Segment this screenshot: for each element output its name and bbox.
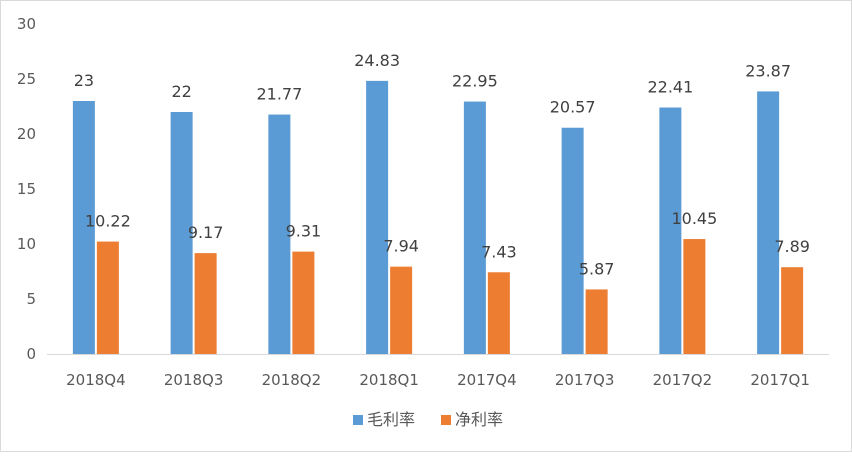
x-tick-label: 2017Q3 xyxy=(555,371,615,389)
y-tick-label: 30 xyxy=(17,15,36,33)
bar xyxy=(757,91,780,355)
data-label: 7.89 xyxy=(774,237,810,256)
legend-label: 毛利率 xyxy=(367,410,415,429)
legend-swatch xyxy=(441,415,451,425)
data-label: 22 xyxy=(171,82,191,101)
x-tick-label: 2017Q1 xyxy=(750,371,810,389)
y-tick-label: 20 xyxy=(17,125,36,143)
data-label: 21.77 xyxy=(256,85,302,104)
y-tick-label: 25 xyxy=(17,70,36,88)
y-axis: 0 5 10 15 20 25 30 xyxy=(17,15,36,363)
bars: 23 22 21.77 24.83 22.95 20.57 22.41 23.87 10.22 9… xyxy=(72,51,810,355)
data-label: 23 xyxy=(74,71,94,90)
series-2: 10.22 9.17 9.31 7.94 7.43 5.87 10.45 7.89 xyxy=(85,209,810,354)
data-label: 5.87 xyxy=(579,259,615,278)
bar xyxy=(366,80,389,355)
data-label: 20.57 xyxy=(550,98,596,117)
data-label: 7.43 xyxy=(481,242,517,261)
bar xyxy=(781,267,804,354)
bar xyxy=(463,101,486,354)
x-tick-label: 2017Q4 xyxy=(457,371,517,389)
bar xyxy=(268,114,291,354)
data-label: 10.22 xyxy=(85,212,131,231)
series-1: 23 22 21.77 24.83 22.95 20.57 22.41 23.87 xyxy=(72,51,791,355)
bar xyxy=(96,241,119,354)
bar xyxy=(659,107,682,355)
legend-swatch xyxy=(353,415,363,425)
bar xyxy=(194,253,217,354)
bar xyxy=(170,112,193,354)
legend: 毛利率 净利率 xyxy=(353,410,503,429)
bar xyxy=(390,266,413,354)
legend-label: 净利率 xyxy=(455,410,503,429)
data-label: 10.45 xyxy=(671,209,717,228)
bar xyxy=(683,239,706,354)
bar xyxy=(292,251,315,354)
bar xyxy=(585,289,608,354)
data-label: 23.87 xyxy=(745,61,791,80)
x-tick-label: 2018Q4 xyxy=(66,371,126,389)
bar xyxy=(487,272,510,354)
y-tick-label: 10 xyxy=(17,235,36,253)
data-label: 24.83 xyxy=(354,51,400,70)
data-label: 7.94 xyxy=(383,237,419,256)
data-label: 9.17 xyxy=(188,223,224,242)
y-tick-label: 15 xyxy=(17,180,36,198)
x-tick-label: 2018Q2 xyxy=(262,371,322,389)
y-tick-label: 0 xyxy=(26,345,36,363)
data-label: 22.95 xyxy=(452,72,498,91)
x-tick-label: 2017Q2 xyxy=(653,371,713,389)
bar xyxy=(561,127,584,354)
x-tick-label: 2018Q3 xyxy=(164,371,224,389)
x-axis: 2018Q4 2018Q3 2018Q2 2018Q1 2017Q4 2017Q3 2017… xyxy=(47,354,829,389)
data-label: 22.41 xyxy=(647,77,693,96)
data-label: 9.31 xyxy=(286,222,322,241)
x-tick-label: 2018Q1 xyxy=(359,371,419,389)
bar xyxy=(72,101,95,354)
y-tick-label: 5 xyxy=(26,290,36,308)
